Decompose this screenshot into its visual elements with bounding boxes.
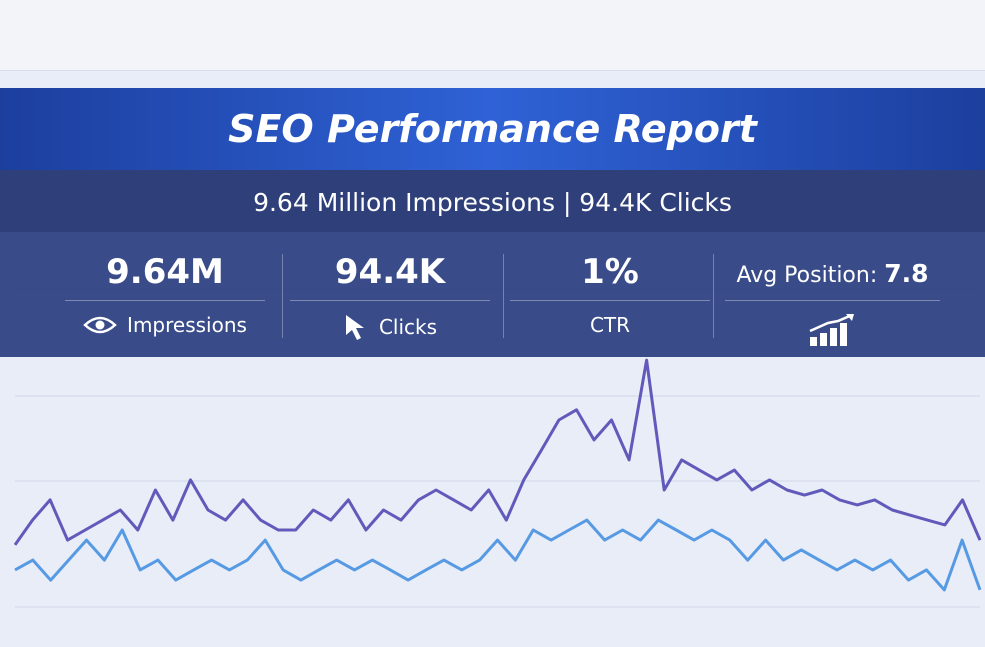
title: SEO Performance Report <box>0 88 985 170</box>
divider <box>713 254 714 338</box>
divider <box>282 254 283 338</box>
growth-icon <box>808 313 854 346</box>
stat-icon-row <box>725 313 940 347</box>
stats-panel: 9.64M Impressions 94.4K Clicks 1% CTR Av… <box>0 232 985 357</box>
stat-label-row: CTR <box>510 313 710 337</box>
series-line <box>13 358 982 546</box>
stat-label-row: Impressions <box>65 313 265 337</box>
stat-value: 1% <box>510 252 710 301</box>
stat-value: 94.4K <box>290 252 490 301</box>
series-line <box>14 518 982 592</box>
eye-icon <box>83 316 117 334</box>
stat-label-row: Clicks <box>290 313 490 341</box>
stat-label: CTR <box>589 313 631 337</box>
stat-label: Impressions <box>127 313 247 337</box>
cursor-icon <box>345 315 364 340</box>
stat: 9.64M Impressions <box>65 232 265 337</box>
stat: Avg Position: 7.8 <box>725 232 940 347</box>
stat-value: 9.64M <box>65 252 265 301</box>
browser-bar <box>0 0 985 71</box>
stat-label: Avg Position: <box>736 263 878 288</box>
divider <box>503 254 504 338</box>
stat-value-row: Avg Position: 7.8 <box>725 252 940 301</box>
stat-label: Clicks <box>378 315 438 339</box>
subtitle: 9.64 Million Impressions | 94.4K Clicks <box>0 170 985 232</box>
stat-value: 7.8 <box>884 259 929 288</box>
stat: 94.4K Clicks <box>290 232 490 341</box>
stat: 1% CTR <box>510 232 710 337</box>
